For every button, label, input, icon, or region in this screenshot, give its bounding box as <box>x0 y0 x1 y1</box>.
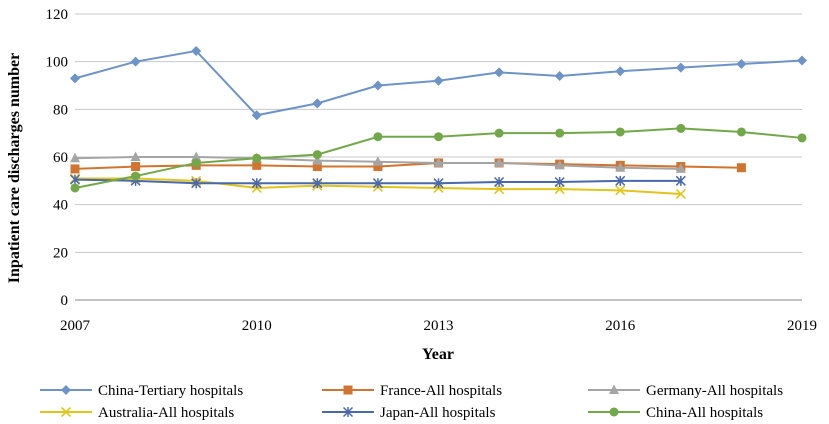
legend-item: Australia-All hospitals <box>40 405 234 421</box>
x-tick-label: 2016 <box>605 318 636 334</box>
data-point <box>797 55 807 65</box>
legend-label: Germany-All hospitals <box>646 383 783 399</box>
data-point <box>373 132 382 141</box>
y-tick-label: 20 <box>53 245 68 261</box>
data-point <box>61 385 71 395</box>
legend: China-Tertiary hospitals France-All hospi… <box>40 383 783 421</box>
legend-item: France-All hospitals <box>322 383 502 399</box>
data-point <box>555 71 565 81</box>
legend-label: France-All hospitals <box>380 383 502 399</box>
data-point <box>131 172 140 181</box>
legend-item: Germany-All hospitals <box>588 383 783 399</box>
data-point <box>71 164 80 173</box>
legend-item: China-All hospitals <box>588 405 763 421</box>
data-point <box>252 154 261 163</box>
y-tick-label: 60 <box>53 150 68 166</box>
y-tick-label: 80 <box>53 102 68 118</box>
x-tick-label: 2013 <box>424 318 454 334</box>
data-point <box>131 162 140 171</box>
data-point <box>737 163 746 172</box>
y-tick-label: 100 <box>46 55 69 71</box>
y-tick-label: 120 <box>46 7 69 23</box>
line-chart: 0 20 40 60 80 100 120 2007 2010 2013 2016 2019 Yea… <box>0 0 829 424</box>
legend-label: China-All hospitals <box>646 405 763 421</box>
legend-label: Japan-All hospitals <box>380 405 496 421</box>
data-point <box>555 129 564 138</box>
y-tick-label: 40 <box>53 198 68 214</box>
data-point <box>312 98 322 108</box>
data-point <box>615 66 625 76</box>
legend-item: Japan-All hospitals <box>322 405 496 421</box>
data-point <box>373 81 383 91</box>
data-point <box>192 158 201 167</box>
data-point <box>70 73 80 83</box>
data-point <box>434 132 443 141</box>
data-point <box>676 63 686 73</box>
series-japan-all-hospitals <box>71 175 686 189</box>
x-tick-labels: 2007 2010 2013 2016 2019 <box>60 318 817 334</box>
data-point <box>676 124 685 133</box>
x-axis-title: Year <box>422 346 454 363</box>
data-point <box>736 59 746 69</box>
data-point <box>494 67 504 77</box>
data-point <box>71 183 80 192</box>
legend-item: China-Tertiary hospitals <box>40 383 243 399</box>
series-group <box>70 46 807 199</box>
data-point <box>616 127 625 136</box>
data-point <box>131 57 141 67</box>
data-point <box>798 133 807 142</box>
y-tick-labels: 0 20 40 60 80 100 120 <box>46 7 69 309</box>
data-point <box>610 408 619 417</box>
y-axis-title: Inpatient care discharges number <box>6 53 23 283</box>
data-point <box>495 129 504 138</box>
data-point <box>434 76 444 86</box>
legend-label: Australia-All hospitals <box>98 405 234 421</box>
data-point <box>313 150 322 159</box>
data-point <box>737 127 746 136</box>
x-tick-label: 2010 <box>242 318 272 334</box>
series-france-all-hospitals <box>71 158 746 173</box>
legend-label: China-Tertiary hospitals <box>98 383 243 399</box>
data-point <box>344 386 353 395</box>
x-tick-label: 2019 <box>787 318 817 334</box>
y-tick-label: 0 <box>61 293 69 309</box>
x-tick-label: 2007 <box>60 318 91 334</box>
